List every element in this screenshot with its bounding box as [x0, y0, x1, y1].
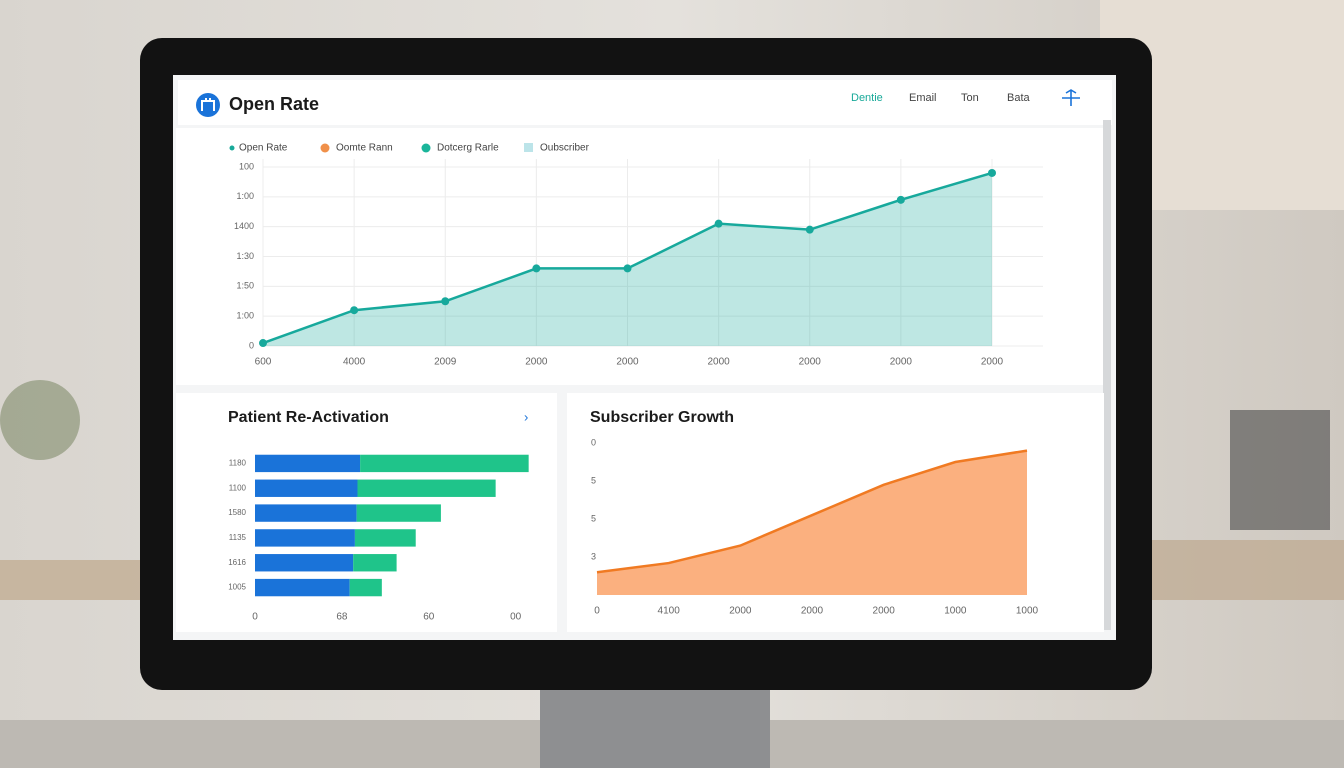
panel-title: Subscriber Growth	[590, 409, 734, 426]
panel-link[interactable]: ›	[524, 409, 528, 424]
x-tick-label: 2000	[981, 357, 1004, 368]
point	[714, 219, 723, 228]
header-bar	[178, 80, 1112, 125]
y-tick-label: 1100	[229, 483, 247, 492]
point	[623, 264, 632, 273]
point	[805, 225, 814, 234]
y-tick-label: 1616	[228, 558, 246, 567]
legend-label: Open Rate	[239, 143, 288, 154]
legend-swatch	[524, 143, 533, 152]
logo-glyph	[201, 98, 215, 111]
x-tick-label: 2000	[616, 357, 639, 368]
y-tick-label: 1180	[229, 459, 247, 468]
x-tick-label: 600	[255, 357, 272, 368]
bar-segment	[356, 504, 441, 522]
legend-label: Dotcerg Rarle	[437, 143, 499, 154]
area	[597, 450, 1027, 595]
nav-item[interactable]: Email	[909, 92, 937, 104]
x-tick-label: 60	[423, 612, 435, 623]
legend-swatch	[320, 143, 330, 153]
legend-label: Oubscriber	[540, 143, 590, 154]
nav-item[interactable]: Bata	[1007, 92, 1031, 104]
x-tick-label: 00	[510, 612, 522, 623]
y-tick-label: 1:50	[236, 281, 254, 291]
shelf	[1150, 540, 1344, 600]
bar-segment	[255, 578, 350, 597]
panel-title: Patient Re-Activation	[228, 409, 389, 426]
y-tick-label: 1:00	[236, 311, 254, 321]
x-tick-label: 2000	[799, 357, 822, 368]
point	[350, 306, 359, 315]
scrollbar	[1103, 120, 1111, 630]
bar-segment	[255, 529, 355, 547]
x-tick-label: 4100	[658, 606, 681, 617]
x-tick-label: 2000	[708, 357, 731, 368]
logo-icon	[196, 93, 220, 117]
speaker	[1230, 410, 1330, 530]
y-tick-label: 0	[249, 340, 254, 350]
monitor-stand	[540, 685, 770, 768]
bar-segment	[360, 454, 529, 473]
nav-item[interactable]: Dentie	[851, 92, 883, 104]
x-tick-label: 2000	[890, 357, 913, 368]
x-tick-label: 2000	[873, 606, 896, 617]
point	[259, 339, 267, 348]
point	[988, 168, 996, 177]
plant	[0, 380, 80, 460]
point	[896, 195, 905, 204]
legend-swatch	[229, 145, 235, 151]
y-tick-label: 5	[591, 475, 596, 485]
bar-segment	[255, 454, 361, 473]
shelf	[0, 560, 150, 600]
point	[532, 264, 541, 273]
bar-segment	[255, 554, 354, 572]
y-tick-label: 1:00	[236, 191, 254, 201]
x-tick-label: 1000	[944, 606, 967, 617]
y-tick-label: 100	[239, 161, 254, 171]
y-tick-label: 1400	[234, 221, 254, 231]
x-tick-label: 2009	[434, 357, 457, 368]
x-tick-label: 2000	[801, 606, 824, 617]
x-tick-label: 2000	[729, 606, 752, 617]
y-tick-label: 1005	[228, 583, 246, 592]
y-tick-label: 5	[591, 513, 596, 523]
nav-item[interactable]: Ton	[961, 92, 979, 104]
bar-segment	[349, 578, 382, 597]
settings-icon[interactable]	[1062, 89, 1080, 106]
bar-segment	[353, 554, 397, 572]
x-tick-label: 0	[252, 612, 258, 623]
x-tick-label: 2000	[525, 357, 548, 368]
line	[596, 449, 1028, 574]
x-tick-label: 68	[336, 612, 348, 623]
bar-segment	[357, 479, 496, 497]
legend-swatch	[421, 143, 431, 153]
legend-label: Oomte Rann	[336, 143, 393, 154]
point	[441, 297, 450, 306]
page-title: Open Rate	[229, 94, 319, 114]
y-tick-label: 1:30	[236, 251, 254, 261]
bar-segment	[255, 479, 358, 497]
x-tick-label: 4000	[343, 357, 366, 368]
y-tick-label: 1580	[228, 508, 246, 517]
x-tick-label: 0	[594, 606, 600, 617]
bar-segment	[354, 529, 416, 547]
y-tick-label: 0	[591, 437, 596, 447]
x-tick-label: 1000	[1016, 606, 1039, 617]
y-tick-label: 3	[591, 551, 596, 561]
bar-segment	[255, 504, 357, 522]
y-tick-label: 1135	[229, 533, 247, 542]
